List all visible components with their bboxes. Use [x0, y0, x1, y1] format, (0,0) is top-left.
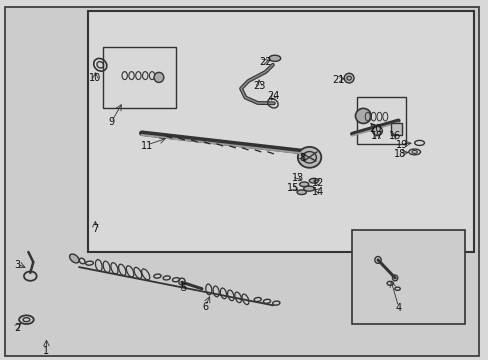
Text: 12: 12 [311, 178, 324, 188]
Ellipse shape [154, 72, 163, 82]
Text: 13: 13 [291, 173, 304, 183]
Text: 8: 8 [299, 153, 305, 163]
Ellipse shape [69, 254, 79, 263]
Text: 15: 15 [286, 183, 299, 193]
Ellipse shape [299, 182, 308, 187]
Text: 20: 20 [368, 124, 381, 134]
Text: 23: 23 [252, 81, 265, 91]
Text: 1: 1 [43, 346, 49, 356]
Text: 7: 7 [92, 224, 98, 234]
Bar [88, 11, 473, 252]
Text: 6: 6 [202, 302, 208, 312]
Text: 5: 5 [180, 283, 186, 293]
Text: 19: 19 [395, 140, 407, 150]
Ellipse shape [303, 186, 314, 191]
Bar [102, 47, 176, 108]
Text: 18: 18 [393, 149, 406, 159]
Text: 11: 11 [140, 141, 153, 151]
Text: 24: 24 [267, 91, 280, 102]
Ellipse shape [372, 127, 382, 136]
Text: 17: 17 [370, 131, 383, 141]
Text: 14: 14 [311, 186, 324, 197]
Ellipse shape [355, 108, 370, 123]
Bar [390, 123, 401, 135]
Text: 16: 16 [388, 131, 401, 141]
Ellipse shape [308, 179, 318, 183]
Text: 2: 2 [14, 323, 20, 333]
Text: 10: 10 [89, 73, 102, 84]
Ellipse shape [297, 147, 321, 168]
Bar [351, 230, 464, 324]
Bar [356, 97, 405, 144]
Text: 22: 22 [258, 57, 271, 67]
Ellipse shape [344, 73, 353, 83]
Text: 21: 21 [331, 75, 344, 85]
Ellipse shape [268, 55, 280, 62]
Text: 3: 3 [14, 260, 20, 270]
Text: 9: 9 [108, 117, 114, 127]
Text: 4: 4 [395, 303, 401, 313]
Ellipse shape [296, 190, 306, 194]
